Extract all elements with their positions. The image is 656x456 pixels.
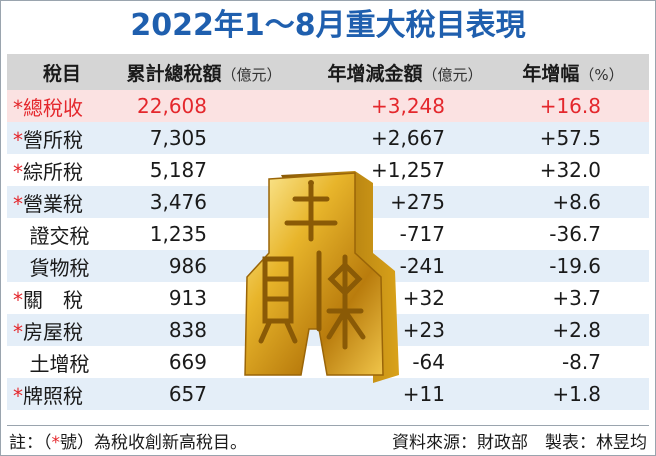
table-row: *營所稅 7,305 +2,667 +57.5 — [7, 122, 649, 154]
tax-name: *牌照稅 — [13, 383, 83, 408]
tax-total: 657 — [168, 382, 207, 406]
tax-growth: +16.8 — [539, 94, 601, 118]
tax-name: *綜所稅 — [13, 159, 83, 184]
tax-growth: -36.7 — [549, 222, 601, 246]
tax-change: +23 — [402, 318, 445, 342]
footer-credit: 資料來源：財政部 製表：林昱均 — [392, 433, 647, 453]
tax-growth: +2.8 — [552, 318, 601, 342]
tax-name: 土增稅 — [29, 351, 90, 376]
tax-change: +3,248 — [370, 94, 445, 118]
tax-change: -241 — [399, 254, 445, 278]
table-row: 土增稅 669 -64 -8.7 — [7, 346, 649, 378]
tax-name: 貨物稅 — [29, 255, 90, 280]
tax-change: +11 — [402, 382, 445, 406]
tax-total: 5,187 — [149, 158, 207, 182]
footer-divider — [7, 425, 649, 426]
footer: 註：（*號）為稅收創新高稅目。 資料來源：財政部 製表：林昱均 — [9, 428, 649, 453]
table-header: 稅目 累計總稅額（億元） 年增減金額（億元） 年增幅（%） — [7, 54, 649, 90]
tax-total: 838 — [168, 318, 207, 342]
tax-total: 3,476 — [149, 190, 207, 214]
tax-total: 986 — [168, 254, 207, 278]
tax-growth: -19.6 — [549, 254, 601, 278]
tax-name: *總稅收 — [13, 95, 83, 120]
table-row: *綜所稅 5,187 +1,257 +32.0 — [7, 154, 649, 186]
page-title: 2022年1～8月重大稅目表現 — [130, 8, 526, 43]
tax-name: *營業稅 — [13, 191, 83, 216]
tax-growth: +1.8 — [552, 382, 601, 406]
tax-growth: +3.7 — [552, 286, 601, 310]
header-change: 年增減金額（億元） — [327, 62, 483, 85]
footer-note: 註：（*號）為稅收創新高稅目。 — [9, 433, 247, 453]
tax-growth: +8.6 — [552, 190, 601, 214]
tax-name: *房屋稅 — [13, 319, 83, 344]
table-row: *牌照稅 657 +11 +1.8 — [7, 378, 649, 410]
tax-total: 913 — [168, 286, 207, 310]
tax-table: 稅目 累計總稅額（億元） 年增減金額（億元） 年增幅（%） *總稅收 22,60… — [7, 54, 649, 410]
tax-change: -717 — [399, 222, 445, 246]
tax-growth: +32.0 — [539, 158, 601, 182]
header-growth: 年增幅（%） — [522, 62, 624, 85]
tax-total: 1,235 — [149, 222, 207, 246]
tax-change: -64 — [412, 350, 445, 374]
tax-growth: -8.7 — [561, 350, 601, 374]
tax-change: +1,257 — [370, 158, 445, 182]
table-row: 證交稅 1,235 -717 -36.7 — [7, 218, 649, 250]
table-row: *總稅收 22,608 +3,248 +16.8 — [7, 90, 649, 122]
tax-name: *營所稅 — [13, 127, 83, 152]
tax-name: 證交稅 — [29, 223, 90, 248]
tax-growth: +57.5 — [539, 126, 601, 150]
tax-change: +2,667 — [370, 126, 445, 150]
tax-change: +275 — [390, 190, 445, 214]
table-row: *關 稅 913 +32 +3.7 — [7, 282, 649, 314]
tax-change: +32 — [402, 286, 445, 310]
tax-total: 22,608 — [137, 94, 207, 118]
tax-total: 669 — [168, 350, 207, 374]
header-total: 累計總稅額（億元） — [126, 62, 282, 85]
header-tax-item: 稅目 — [42, 62, 81, 85]
gold-coin-emblem-icon — [244, 171, 399, 383]
tax-name: *關 稅 — [13, 287, 83, 312]
tax-total: 7,305 — [149, 126, 207, 150]
